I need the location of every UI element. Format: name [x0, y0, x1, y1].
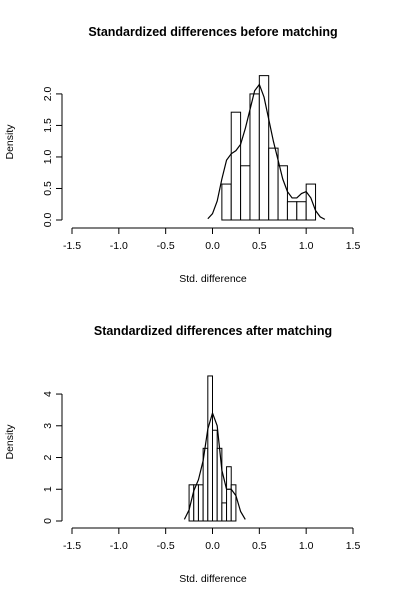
y-tick-label: 0.0 — [42, 213, 54, 228]
x-tick-label: -1.5 — [63, 240, 81, 252]
histogram-bar — [249, 93, 260, 221]
x-axis-label: Std. difference — [179, 273, 247, 285]
x-tick-label: 1.5 — [346, 540, 361, 552]
x-tick-label: -1.5 — [63, 540, 81, 552]
histogram-bar — [286, 201, 298, 221]
x-axis-label: Std. difference — [179, 573, 247, 585]
histogram-bar — [207, 375, 214, 522]
histogram-bars — [188, 375, 237, 522]
density-curve-group — [207, 83, 326, 220]
x-tick-label: -1.0 — [110, 240, 128, 252]
histogram-bar — [197, 484, 204, 522]
histogram-bar — [277, 165, 288, 221]
y-axis-label: Density — [4, 124, 16, 160]
density-curve — [183, 411, 246, 520]
y-axis-label: Density — [4, 424, 16, 460]
y-tick-label: 0 — [42, 518, 54, 524]
y-axis: 0 1 2 3 4 — [42, 391, 63, 524]
histogram-bar — [226, 466, 232, 522]
x-tick-label: 0.5 — [252, 540, 267, 552]
y-axis: 0.0 0.5 1.0 1.5 2.0 — [42, 86, 63, 228]
histogram-bar — [212, 429, 218, 522]
x-tick-label: 0.0 — [205, 240, 220, 252]
y-tick-label: 1.5 — [42, 118, 54, 133]
histogram-bar — [268, 147, 279, 221]
histogram-bar — [305, 183, 317, 221]
x-tick-label: 1.5 — [346, 240, 361, 252]
y-tick-label: 1 — [42, 486, 54, 492]
histogram-bars — [221, 75, 317, 221]
y-tick-label: 1.0 — [42, 150, 54, 165]
x-tick-label: 0.0 — [205, 540, 220, 552]
histogram-bar — [240, 165, 251, 221]
histogram-bar — [230, 484, 237, 522]
histogram-bar — [221, 183, 232, 221]
histogram-bar — [188, 484, 195, 522]
x-axis: -1.5 -1.0 -0.5 0.0 0.5 1.0 1.5 — [63, 527, 361, 552]
chart-title: Standardized differences after matching — [94, 324, 332, 338]
y-tick-label: 2 — [42, 454, 54, 460]
y-tick-label: 4 — [42, 391, 54, 397]
chart-after-matching: Standardized differences after matching … — [4, 324, 360, 585]
histogram-bar — [221, 502, 228, 522]
y-tick-label: 3 — [42, 423, 54, 429]
x-tick-label: 1.0 — [299, 240, 314, 252]
x-axis: -1.5 -1.0 -0.5 0.0 0.5 1.0 1.5 — [63, 227, 361, 252]
y-tick-label: 2.0 — [42, 86, 54, 101]
histogram-bar — [296, 201, 307, 221]
density-curve-group — [183, 411, 246, 520]
density-curve — [207, 83, 326, 220]
x-tick-label: -1.0 — [110, 540, 128, 552]
x-tick-label: -0.5 — [157, 240, 175, 252]
chart-title: Standardized differences before matching — [88, 25, 337, 39]
y-tick-label: 0.5 — [42, 181, 54, 196]
x-tick-label: 0.5 — [252, 240, 267, 252]
x-tick-label: 1.0 — [299, 540, 314, 552]
x-tick-label: -0.5 — [157, 540, 175, 552]
histogram-bar — [230, 111, 242, 221]
chart-before-matching: Standardized differences before matching… — [4, 25, 360, 285]
